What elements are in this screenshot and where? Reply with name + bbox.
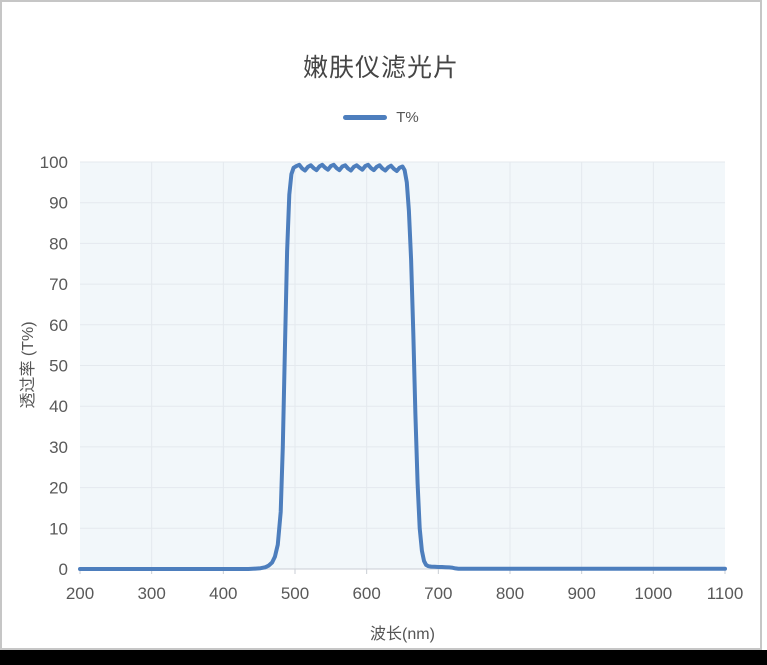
- x-tick-label: 200: [66, 584, 94, 603]
- y-tick-label: 80: [49, 234, 68, 253]
- plot-area: 200 300 400 500 600 700 800 900 1000 1100 0 10 20 30 4…: [40, 153, 744, 603]
- x-tick-label: 1000: [634, 584, 672, 603]
- x-tick-label: 900: [567, 584, 595, 603]
- y-tick-label: 70: [49, 275, 68, 294]
- x-tick-label: 400: [209, 584, 237, 603]
- y-tick-label: 30: [49, 438, 68, 457]
- y-tick-label: 10: [49, 519, 68, 538]
- x-axis-title: 波长(nm): [370, 626, 435, 643]
- legend-item-t-percent[interactable]: T%: [2, 107, 760, 127]
- y-tick-label: 60: [49, 316, 68, 335]
- x-tick-label: 800: [496, 584, 524, 603]
- bottom-black-bar: [0, 650, 767, 665]
- y-tick-label: 20: [49, 479, 68, 498]
- x-tick-label: 300: [137, 584, 165, 603]
- x-tick-label: 1100: [707, 584, 744, 603]
- y-tick-label: 50: [49, 357, 68, 376]
- x-tick-label: 600: [352, 584, 380, 603]
- legend-line-marker: [343, 114, 388, 120]
- y-tick-label: 100: [40, 153, 68, 172]
- chart-card: 嫩肤仪滤光片 T% 200 300 400 500 600 700 800 900 1000 11…: [0, 0, 762, 650]
- y-tick-label: 90: [49, 194, 68, 213]
- y-tick-label: 40: [49, 397, 68, 416]
- chart-title: 嫩肤仪滤光片: [302, 54, 459, 82]
- y-tick-label: 0: [59, 560, 68, 579]
- y-axis-title: 透过率 (T%): [20, 321, 37, 409]
- x-tick-label: 500: [281, 584, 309, 603]
- x-tick-label: 700: [424, 584, 452, 603]
- series-line-T%: [78, 162, 727, 571]
- legend-label: T%: [396, 108, 419, 126]
